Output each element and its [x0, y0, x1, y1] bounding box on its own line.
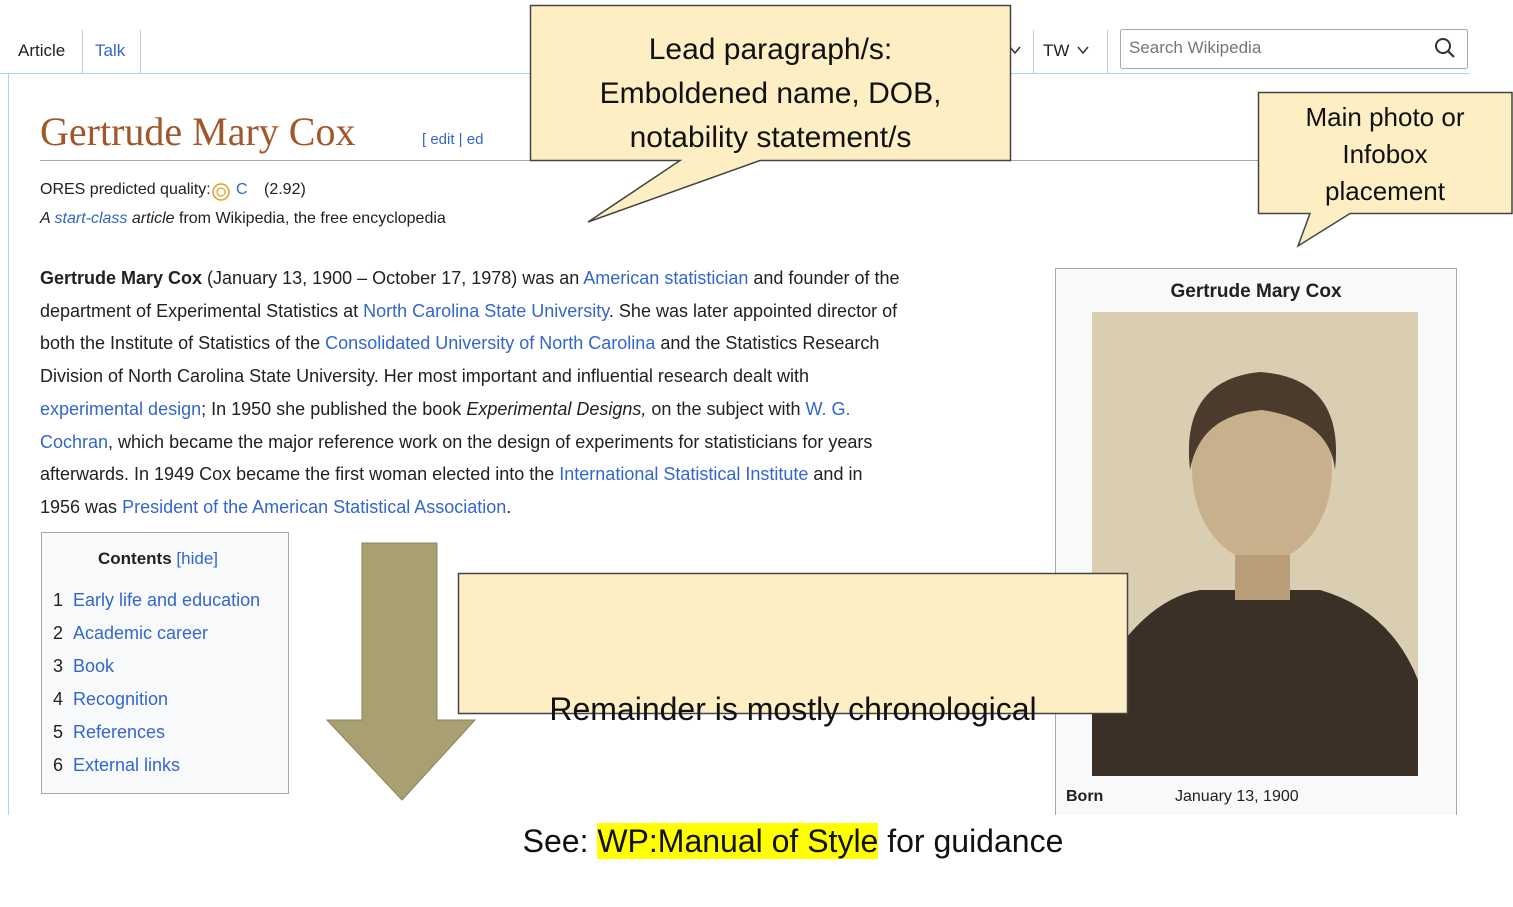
text-run: 1956 was [40, 497, 122, 517]
toc-number: 2 [53, 617, 73, 650]
toc-toggle[interactable]: [hide] [176, 549, 218, 568]
callout-prefix: See: [523, 823, 598, 859]
link[interactable]: President of the American Statistical As… [122, 497, 506, 517]
callout-line: See: WP:Manual of Style for guidance [458, 819, 1128, 863]
toc-title: Contents [98, 549, 172, 568]
text-run: (January 13, 1900 – October 17, 1978) wa… [202, 268, 583, 288]
toc-header: Contents [hide] [98, 549, 218, 569]
paragraph-line: experimental design; In 1950 she publish… [40, 393, 900, 426]
tab[interactable]: TW [1043, 41, 1069, 61]
lead-paragraph: Gertrude Mary Cox (January 13, 1900 – Oc… [40, 262, 900, 524]
ores-icon [213, 184, 229, 200]
page-title: Gertrude Mary Cox [40, 108, 355, 155]
text-run: Division of North Carolina State Univers… [40, 366, 809, 386]
page: Article Talk TW Search Wikipedia Gertrud… [0, 0, 1513, 815]
infobox-photo [1092, 312, 1418, 776]
paragraph-line: Cochran, which became the major referenc… [40, 426, 900, 459]
text-run: and in [808, 464, 862, 484]
callout-line: Main photo or [1258, 99, 1512, 136]
callout-highlight[interactable]: WP:Manual of Style [597, 823, 878, 859]
callout-suffix: for guidance [878, 823, 1063, 859]
callout-line: Emboldened name, DOB, [530, 72, 1011, 116]
link[interactable]: W. G. [806, 399, 851, 419]
text-run: on the subject with [646, 399, 805, 419]
callout-line: Infobox [1258, 136, 1512, 173]
text-run: . [506, 497, 511, 517]
link[interactable]: experimental design [40, 399, 201, 419]
down-arrow [327, 543, 475, 800]
toc-number: 5 [53, 716, 73, 749]
paragraph-line: department of Experimental Statistics at… [40, 295, 900, 328]
callout-line: Lead paragraph/s: [530, 28, 1011, 72]
toc-number: 4 [53, 683, 73, 716]
ores-score: (2.92) [264, 181, 306, 199]
tab[interactable]: Article [18, 41, 65, 61]
text-run: Gertrude Mary Cox [40, 268, 202, 288]
callout-line: Remainder is mostly chronological [458, 687, 1128, 731]
text-run: Experimental Designs, [466, 399, 646, 419]
text-run: department of Experimental Statistics at [40, 301, 363, 321]
infobox-value: January 13, 1900 [1175, 788, 1299, 806]
paragraph-line: Division of North Carolina State Univers… [40, 360, 900, 393]
paragraph-line: both the Institute of Statistics of the … [40, 327, 900, 360]
search-placeholder: Search Wikipedia [1129, 38, 1261, 58]
toc-number: 1 [53, 584, 73, 617]
link[interactable]: American [583, 268, 659, 288]
text-run: . She was later appointed director of [609, 301, 897, 321]
callout-photo-text: Main photo or Infobox placement [1258, 99, 1512, 210]
ores-label: ORES predicted quality: [40, 181, 211, 199]
toc-link[interactable]: Academic career [73, 623, 208, 643]
text-run: article [127, 210, 174, 227]
link[interactable]: start-class [55, 210, 128, 227]
text-run: ; In 1950 she published the book [201, 399, 466, 419]
paragraph-line: Gertrude Mary Cox (January 13, 1900 – Oc… [40, 262, 900, 295]
infobox-title: Gertrude Mary Cox [1055, 281, 1457, 303]
menu-chevron[interactable] [1078, 47, 1088, 53]
paragraph-line: 1956 was President of the American Stati… [40, 491, 900, 524]
callout-remainder-text: Remainder is mostly chronological See: W… [458, 599, 1128, 907]
toc-number: 6 [53, 749, 73, 782]
toc-link[interactable]: Book [73, 656, 114, 676]
text-run: and the Statistics Research [655, 333, 879, 353]
text-run: afterwards. In 1949 Cox became the first… [40, 464, 559, 484]
callout-line: notability statement/s [530, 116, 1011, 160]
menu-chevron[interactable] [1010, 47, 1020, 53]
link[interactable]: Cochran [40, 432, 108, 452]
link[interactable]: International Statistical Institute [559, 464, 808, 484]
toc-link[interactable]: External links [73, 755, 180, 775]
link[interactable]: North Carolina State University [363, 301, 609, 321]
text-run: , which became the major reference work … [108, 432, 872, 452]
subtitle: A start-class article from Wikipedia, th… [40, 210, 446, 228]
paragraph-line: afterwards. In 1949 Cox became the first… [40, 458, 900, 491]
text-run: A [40, 210, 55, 227]
text-run: both the Institute of Statistics of the [40, 333, 325, 353]
callout-line: placement [1258, 173, 1512, 210]
link[interactable]: statistician [664, 268, 748, 288]
edit-links[interactable]: [ edit | ed [422, 131, 483, 148]
toc-number: 3 [53, 650, 73, 683]
callout-lead-text: Lead paragraph/s: Emboldened name, DOB, … [530, 28, 1011, 160]
toc-link[interactable]: Early life and education [73, 590, 260, 610]
link[interactable]: Consolidated University of North Carolin… [325, 333, 655, 353]
toc-link[interactable]: Recognition [73, 689, 168, 709]
ores-grade[interactable]: C [236, 181, 248, 199]
text-run: from Wikipedia, the free encyclopedia [175, 210, 446, 227]
text-run: and founder of the [748, 268, 899, 288]
tab[interactable]: Talk [95, 41, 125, 61]
toc-link[interactable]: References [73, 722, 165, 742]
